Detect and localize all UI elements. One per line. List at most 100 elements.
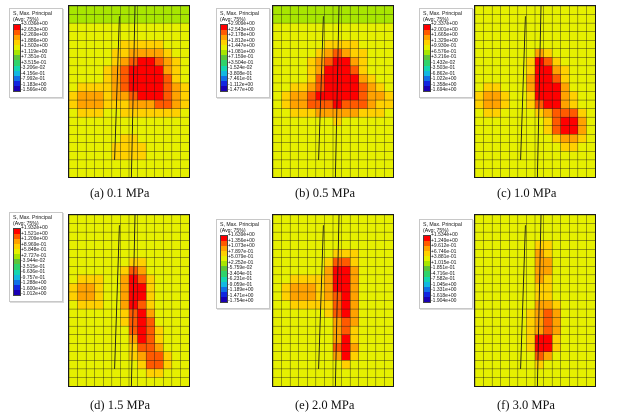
mesh-element xyxy=(569,91,579,101)
mesh-element xyxy=(120,168,130,177)
mesh-element xyxy=(483,274,493,284)
color-band xyxy=(14,259,20,265)
mesh-element xyxy=(341,48,351,58)
mesh-element xyxy=(491,377,502,386)
stress-contour-plot xyxy=(272,214,394,387)
mesh-element xyxy=(154,57,164,67)
legend-value: +1.073e+00 xyxy=(228,243,255,249)
mesh-element xyxy=(137,231,147,242)
mesh-element xyxy=(85,351,96,361)
caption: (b) 0.5 MPa xyxy=(295,186,356,200)
mesh-element xyxy=(163,317,173,327)
mesh-element xyxy=(560,142,570,152)
mesh-element xyxy=(315,351,325,361)
mesh-element xyxy=(526,249,536,259)
mesh-element xyxy=(298,300,308,310)
mesh-element xyxy=(145,91,156,101)
mesh-element xyxy=(349,368,360,378)
mesh-element xyxy=(332,31,343,41)
color-band xyxy=(221,286,227,292)
mesh-element xyxy=(315,291,325,301)
mesh-element xyxy=(137,159,147,169)
mesh-element xyxy=(171,40,181,50)
mesh-element xyxy=(526,82,536,92)
mesh-element xyxy=(154,351,164,361)
mesh-element xyxy=(163,334,173,344)
mesh-element xyxy=(577,325,587,336)
mesh-element xyxy=(349,249,360,259)
mesh-element xyxy=(281,231,291,242)
mesh-element xyxy=(163,6,173,16)
mesh-element xyxy=(569,334,579,344)
mesh-element xyxy=(586,266,595,276)
mesh-element xyxy=(137,215,147,225)
mesh-element xyxy=(324,360,334,370)
mesh-element xyxy=(475,151,485,161)
mesh-element xyxy=(551,300,562,310)
mesh-element xyxy=(103,317,113,327)
mesh-element xyxy=(577,334,587,344)
caption: (e) 2.0 MPa xyxy=(295,398,355,412)
mesh-element xyxy=(551,74,562,84)
mesh-element xyxy=(103,274,113,284)
color-band xyxy=(424,25,430,31)
mesh-element xyxy=(491,159,502,169)
mesh-element xyxy=(289,14,300,24)
mesh-element xyxy=(526,215,536,225)
mesh-element xyxy=(111,65,121,75)
mesh-element xyxy=(315,125,325,135)
mesh-element xyxy=(315,249,325,259)
mesh-element xyxy=(384,40,393,50)
mesh-element xyxy=(298,351,308,361)
mesh-element xyxy=(384,308,393,319)
mesh-element xyxy=(163,325,173,336)
mesh-element xyxy=(509,291,519,301)
mesh-element xyxy=(577,249,587,259)
mesh-element xyxy=(475,22,485,33)
mesh-element xyxy=(358,325,368,336)
mesh-element xyxy=(534,151,545,161)
color-band xyxy=(14,40,20,46)
mesh-element xyxy=(273,360,283,370)
mesh-element xyxy=(475,116,485,127)
mesh-element xyxy=(586,125,595,135)
mesh-element xyxy=(341,6,351,16)
mesh-element xyxy=(315,215,325,225)
mesh-element xyxy=(384,325,393,336)
legend-value: +5.848e-01 xyxy=(21,247,47,253)
mesh-element xyxy=(491,215,502,225)
color-band xyxy=(221,60,227,66)
mesh-element xyxy=(509,82,519,92)
mesh-element xyxy=(475,377,485,386)
mesh-element xyxy=(341,22,351,33)
mesh-element xyxy=(349,231,360,242)
mesh-element xyxy=(384,74,393,84)
mesh-element xyxy=(128,134,139,144)
joint-line xyxy=(318,225,324,369)
mesh-element xyxy=(281,108,291,118)
mesh-element xyxy=(94,223,104,233)
legend-value: +2.001e+00 xyxy=(431,26,458,33)
mesh-element xyxy=(367,215,377,225)
joint-line xyxy=(114,225,120,369)
color-band xyxy=(221,70,227,76)
mesh-element xyxy=(273,57,283,67)
color-band xyxy=(221,296,227,302)
mesh-element xyxy=(69,334,79,344)
mesh-element xyxy=(120,6,130,16)
mesh-element xyxy=(586,343,595,353)
mesh-element xyxy=(517,6,527,16)
color-band xyxy=(14,35,20,41)
mesh-element xyxy=(281,22,291,33)
mesh-element xyxy=(154,215,164,225)
mesh-element xyxy=(569,343,579,353)
mesh-element xyxy=(85,334,96,344)
mesh-element xyxy=(560,116,570,127)
legend-subtitle: (Avg: 75%) xyxy=(423,17,449,23)
mesh-element xyxy=(491,134,502,144)
mesh-element xyxy=(111,283,121,293)
mesh-element xyxy=(367,231,377,242)
mesh-element xyxy=(560,343,570,353)
mesh-element xyxy=(307,48,317,58)
mesh-element xyxy=(384,159,393,169)
